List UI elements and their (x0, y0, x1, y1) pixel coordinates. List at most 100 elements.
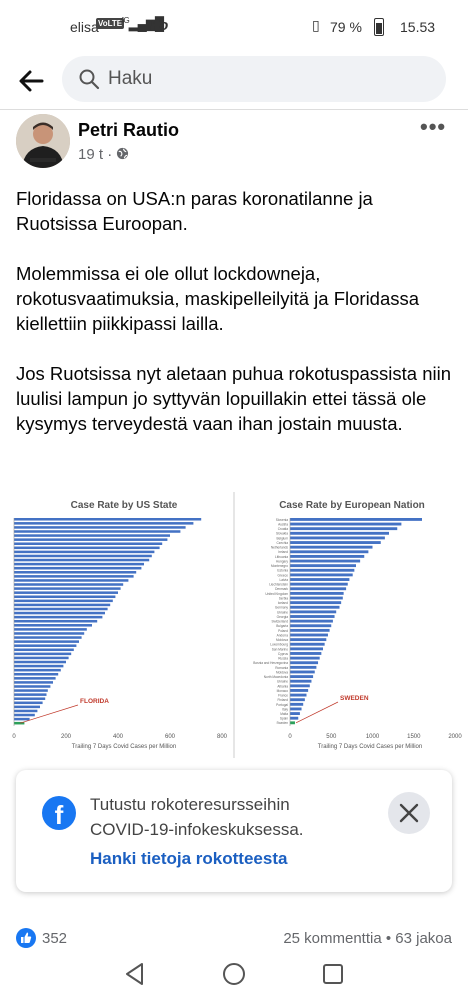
chart-category-label: Iceland (278, 601, 289, 605)
chart-category-label: Croatia (278, 527, 289, 531)
chart-bar (14, 664, 64, 668)
info-card-text: Tutustu rokoteresursseihin COVID-19-info… (90, 792, 380, 842)
carrier-name: elisa (70, 19, 99, 35)
chart-bar (14, 591, 118, 594)
chart-bar (290, 536, 385, 540)
chart-category-label: Ukraine (277, 680, 288, 684)
chart-tick-label: 600 (165, 734, 176, 740)
chart-tick-label: 400 (113, 734, 124, 740)
chart-category-label: Andorra (277, 633, 289, 637)
chart-bar (290, 601, 342, 605)
post-paragraph: Molemmissa ei ole ollut lockdowneja, rok… (16, 263, 420, 334)
chart-category-label: Poland (278, 629, 288, 633)
eu-xlabel: Trailing 7 Days Covid Cases per Million (318, 744, 422, 750)
author-name[interactable]: Petri Rautio (78, 120, 180, 140)
chart-category-label: Austria (278, 522, 288, 526)
status-bar: elisa VoLTE 4G▂▄▆█ Fo ▯ 79 % 15.53 (0, 0, 468, 54)
chart-bar (290, 721, 295, 725)
chart-bar (290, 638, 327, 642)
chart-bar (290, 619, 333, 623)
recents-nav-icon[interactable] (323, 964, 343, 984)
chart-bar (290, 624, 332, 628)
chart-category-label: Bulgaria (276, 624, 288, 628)
chart-tick-label: 0 (12, 734, 16, 740)
chart-category-label: France (278, 694, 288, 698)
chart-bar (14, 518, 202, 521)
chart-bar (290, 665, 317, 669)
us-chart-title: Case Rate by US State (71, 500, 178, 511)
chart-bar (14, 624, 92, 627)
chart-category-label: Belgium (276, 536, 288, 540)
search-placeholder: Haku (108, 68, 153, 89)
chart-category-label: Switzerland (272, 620, 289, 624)
like-icon[interactable] (16, 928, 36, 948)
chart-tick-label: 0 (288, 734, 292, 740)
chart-bar (14, 656, 69, 660)
chart-bar (14, 583, 124, 586)
chart-category-label: Latvia (279, 578, 288, 582)
post-time[interactable]: 19 t (78, 146, 104, 163)
chart-category-label: San Marino (272, 647, 289, 651)
chart-bar (14, 534, 170, 537)
close-icon[interactable] (388, 792, 430, 834)
search-icon (78, 68, 100, 95)
post-body: Floridassa on USA:n paras koronatilanne … (16, 186, 452, 461)
vaccine-info-link[interactable]: Hanki tietoja rokotteesta (90, 849, 288, 868)
fo-icon: Fo (150, 17, 169, 34)
chart-category-label: Cyprus (278, 652, 289, 656)
post-header: Petri Rautio 19 t · ••• (0, 112, 468, 172)
chart-bar (14, 681, 53, 684)
chart-bar (14, 636, 82, 639)
chart-bar (290, 689, 309, 692)
chart-category-label: Denmark (275, 587, 288, 591)
volte-badge: VoLTE (96, 18, 125, 29)
battery-percent: 79 % (330, 19, 362, 35)
chart-bar (290, 527, 398, 531)
back-nav-icon[interactable] (126, 963, 143, 985)
chart-tick-label: 500 (326, 734, 337, 740)
chart-tick-label: 2000 (448, 734, 462, 740)
globe-icon (116, 146, 129, 163)
chart-bar (14, 522, 194, 525)
chart-bar (290, 684, 310, 688)
chart-bar (290, 522, 402, 526)
chart-tick-label: 1000 (366, 734, 380, 740)
chart-bar (14, 607, 108, 611)
avatar[interactable] (16, 114, 70, 168)
chart-bar (14, 546, 160, 550)
chart-bar (290, 679, 312, 683)
chart-category-label: North Macedonia (264, 675, 289, 679)
chart-category-label: Slovakia (276, 532, 288, 536)
chart-bar (14, 668, 61, 672)
comments-shares[interactable]: 25 kommenttia • 63 jakoa (283, 930, 452, 947)
top-bar: Haku (0, 54, 468, 110)
vibrate-icon: ▯ (312, 17, 320, 33)
like-count[interactable]: 352 (42, 930, 68, 947)
engagement-bar: 352 25 kommenttia • 63 jakoa (0, 928, 468, 952)
chart-bar (290, 712, 300, 715)
chart-category-label: Slovenia (276, 518, 288, 522)
chart-bar (290, 568, 355, 572)
chart-bar (290, 628, 330, 632)
back-arrow-icon[interactable] (14, 64, 48, 98)
post-meta: 19 t · (78, 146, 129, 163)
separator-dot: · (107, 146, 117, 163)
chart-bar (14, 558, 150, 562)
chart-bar (290, 518, 422, 521)
post-image[interactable]: Case Rate by US State Case Rate by Europ… (0, 490, 468, 760)
chart-category-label: Greece (278, 573, 289, 577)
search-bar[interactable]: Haku (62, 56, 446, 102)
chart-bar (14, 672, 59, 676)
us-xlabel: Trailing 7 Days Covid Cases per Million (72, 744, 176, 750)
info-card-line-2: COVID-19-infokeskuksessa. (90, 820, 304, 839)
chart-category-label: Georgia (277, 615, 289, 619)
home-nav-icon[interactable] (223, 963, 245, 985)
chart-bar (290, 675, 314, 679)
chart-category-label: Albania (277, 684, 288, 688)
more-options-icon[interactable]: ••• (420, 114, 447, 139)
chart-category-label: Lithuania (275, 555, 288, 559)
chart-category-label: Malta (280, 712, 288, 716)
chart-bar (14, 554, 152, 558)
chart-bar (290, 554, 365, 558)
chart-bar (290, 642, 325, 646)
